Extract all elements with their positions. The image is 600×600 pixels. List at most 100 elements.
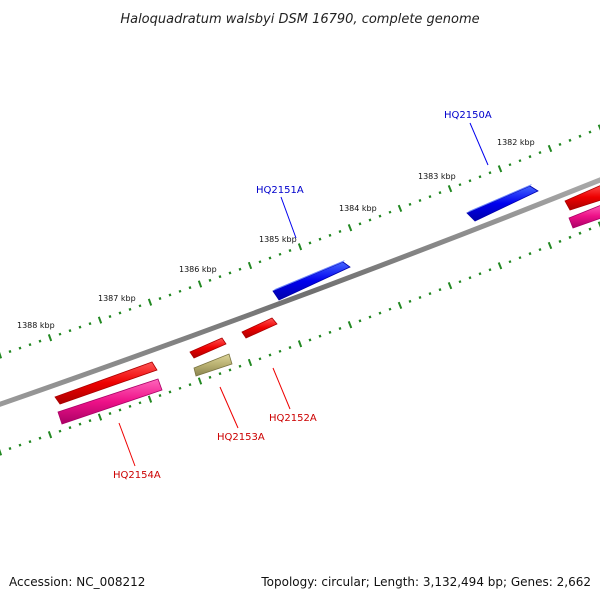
inner-minor-tick: [478, 272, 482, 276]
inner-minor-tick: [378, 311, 382, 315]
leader-HQ2151A: [280, 196, 297, 239]
outer-minor-tick: [138, 304, 142, 308]
gene-HQ2150A[interactable]: [466, 184, 539, 222]
outer-minor-tick: [458, 183, 462, 187]
inner-minor-tick: [38, 436, 42, 440]
label-HQ2153A[interactable]: HQ2153A: [217, 432, 265, 443]
inner-minor-tick: [528, 252, 532, 256]
leader-HQ2154A: [118, 422, 136, 467]
outer-minor-tick: [518, 159, 522, 163]
outer-major-tick: [497, 165, 503, 173]
outer-minor-tick: [588, 130, 592, 134]
gene-HQ2152A[interactable]: [241, 317, 278, 339]
outer-minor-tick: [8, 350, 12, 354]
outer-minor-tick: [538, 151, 542, 155]
outer-minor-tick: [418, 199, 422, 202]
inner-major-tick: [197, 377, 203, 385]
inner-minor-tick: [138, 401, 142, 405]
outer-minor-tick: [168, 293, 172, 297]
inner-minor-tick: [158, 394, 162, 398]
inner-minor-tick: [218, 372, 222, 376]
gene-right-edge-magenta[interactable]: [568, 204, 600, 229]
outer-major-tick: [147, 298, 153, 306]
inner-major-tick: [547, 241, 553, 250]
inner-minor-tick: [88, 419, 92, 423]
inner-major-tick: [97, 413, 103, 421]
outer-minor-tick: [118, 311, 122, 315]
outer-major-tick: [447, 185, 453, 193]
outer-minor-tick: [258, 260, 262, 264]
gene-right-edge-red[interactable]: [564, 184, 600, 211]
outer-minor-tick: [478, 175, 482, 179]
outer-minor-tick: [178, 289, 182, 293]
outer-minor-tick: [328, 233, 332, 237]
inner-minor-tick: [8, 447, 12, 451]
outer-minor-tick: [108, 315, 112, 319]
tick-label-1385: 1385 kbp: [259, 235, 297, 244]
inner-minor-tick: [288, 346, 292, 350]
label-HQ2151A[interactable]: HQ2151A: [256, 185, 304, 196]
genome-title: Haloquadratum walsbyi DSM 16790, complet…: [120, 12, 479, 27]
inner-minor-tick: [578, 231, 582, 235]
inner-minor-tick: [238, 364, 242, 368]
outer-minor-tick: [158, 297, 162, 301]
outer-minor-tick: [238, 267, 242, 271]
outer-minor-tick: [438, 191, 442, 195]
inner-major-tick: [447, 282, 453, 290]
feature-HQ2154A-magenta[interactable]: [57, 378, 163, 425]
inner-minor-tick: [268, 353, 272, 357]
inner-minor-tick: [438, 288, 442, 292]
outer-minor-tick: [88, 322, 92, 326]
inner-minor-tick: [178, 386, 182, 390]
tick-label-1386: 1386 kbp: [179, 265, 217, 274]
outer-minor-tick: [488, 171, 492, 175]
inner-minor-tick: [228, 368, 232, 372]
outer-minor-tick: [568, 138, 572, 142]
outer-minor-tick: [58, 332, 62, 336]
outer-minor-tick: [78, 325, 82, 329]
outer-minor-tick: [388, 210, 392, 214]
inner-minor-tick: [338, 327, 342, 330]
inner-minor-tick: [458, 280, 462, 284]
outer-minor-tick: [228, 271, 232, 275]
inner-tick-ring: [0, 221, 600, 456]
inner-minor-tick: [308, 338, 312, 342]
tick-label-1384: 1384 kbp: [339, 204, 377, 213]
outer-minor-tick: [558, 142, 562, 147]
inner-minor-tick: [408, 299, 412, 303]
leader-HQ2150A: [469, 122, 489, 166]
outer-minor-tick: [68, 329, 72, 333]
gene-HQ2153A[interactable]: [193, 353, 233, 377]
inner-minor-tick: [128, 404, 132, 408]
inner-minor-tick: [168, 390, 172, 394]
tick-label-1383: 1383 kbp: [418, 172, 456, 181]
leader-HQ2153A: [219, 386, 239, 429]
gene-red-small[interactable]: [189, 337, 227, 359]
inner-minor-tick: [488, 268, 492, 272]
inner-minor-tick: [388, 307, 392, 311]
inner-major-tick: [147, 395, 153, 403]
outer-tick-ring: [0, 124, 600, 359]
inner-major-tick: [47, 431, 53, 439]
gene-HQ2151A[interactable]: [272, 260, 351, 301]
outer-minor-tick: [468, 179, 472, 183]
outer-major-tick: [397, 204, 403, 212]
outer-minor-tick: [188, 286, 192, 290]
inner-major-tick: [0, 448, 3, 456]
label-HQ2154A[interactable]: HQ2154A: [113, 470, 161, 481]
inner-minor-tick: [368, 315, 372, 319]
outer-minor-tick: [338, 230, 342, 233]
inner-minor-tick: [418, 296, 422, 299]
inner-minor-tick: [468, 276, 472, 280]
tick-label-1382: 1382 kbp: [497, 138, 535, 147]
outer-minor-tick: [358, 222, 362, 226]
outer-minor-tick: [318, 237, 322, 241]
inner-minor-tick: [328, 330, 332, 334]
accession-text: Accession: NC_008212: [9, 575, 145, 589]
gene-HQ2154A[interactable]: [54, 361, 158, 405]
inner-minor-tick: [568, 235, 572, 239]
label-HQ2152A[interactable]: HQ2152A: [269, 413, 317, 424]
label-HQ2150A[interactable]: HQ2150A: [444, 110, 492, 121]
outer-minor-tick: [308, 241, 312, 245]
tick-label-1388: 1388 kbp: [17, 321, 55, 330]
